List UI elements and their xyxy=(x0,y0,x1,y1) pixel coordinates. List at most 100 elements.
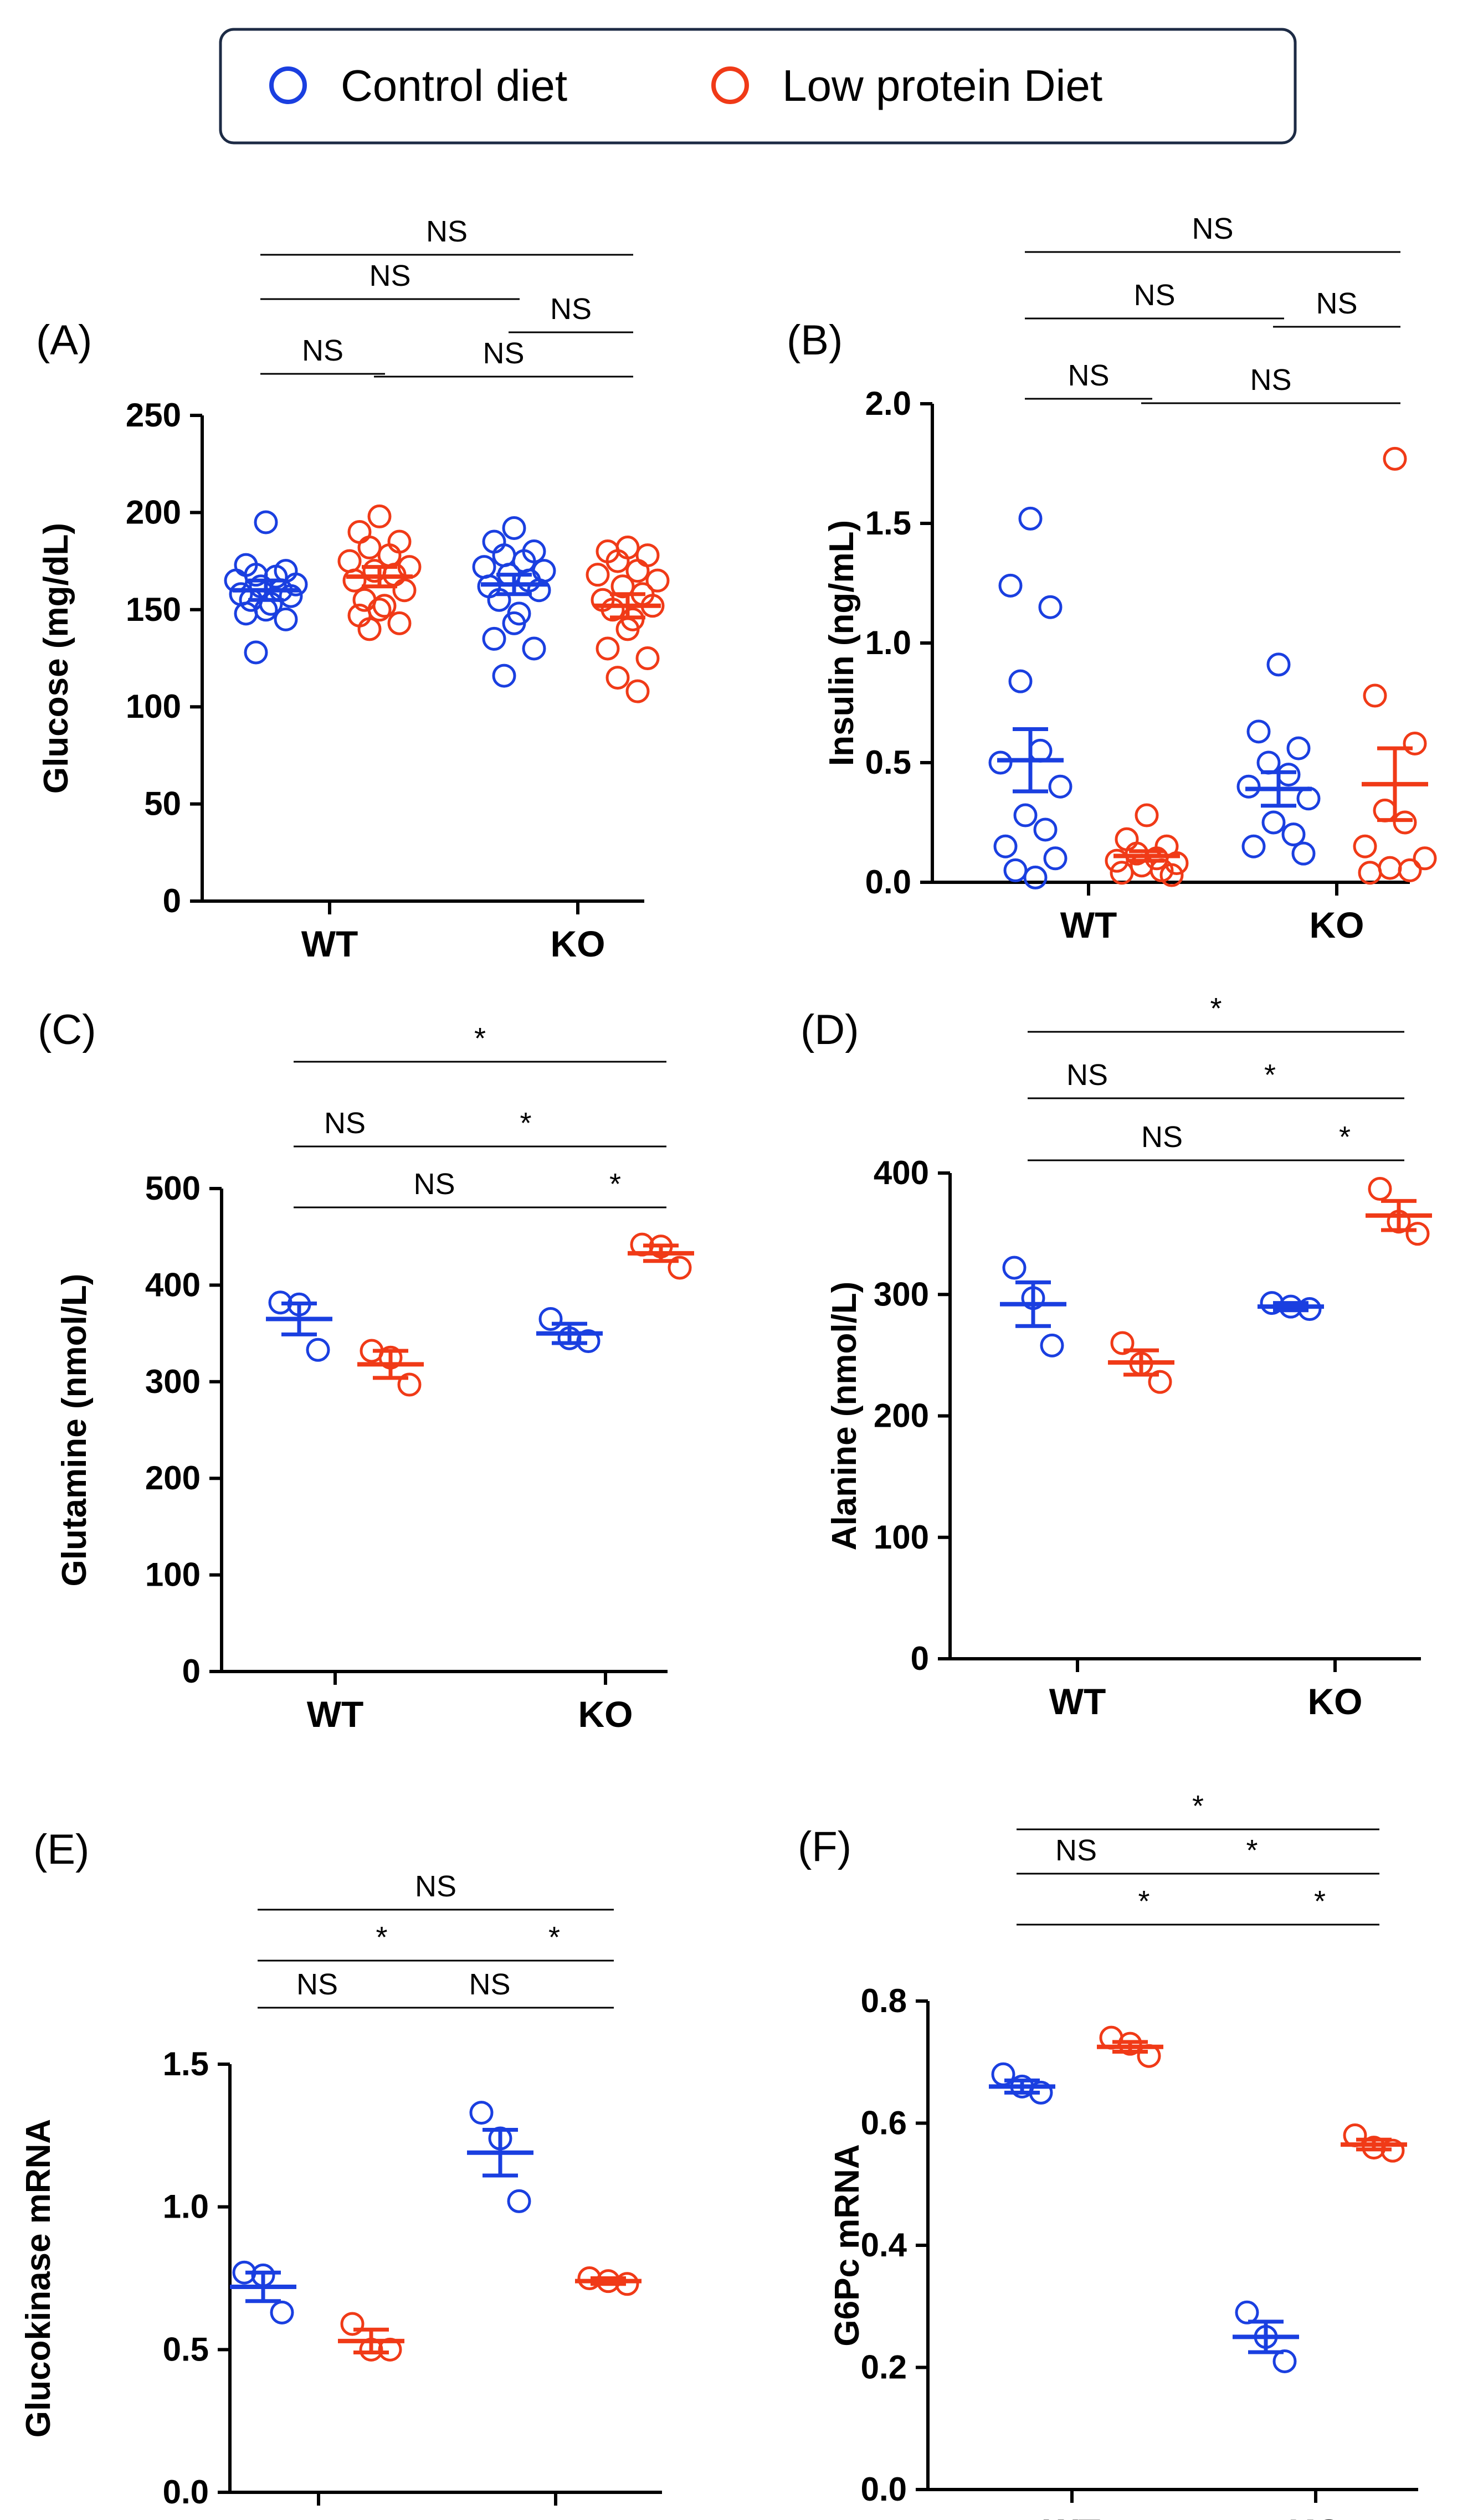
significance-label: NS xyxy=(469,1968,510,2001)
series-KO-control xyxy=(1258,1291,1324,1321)
y-tick-label: 100 xyxy=(874,1519,929,1556)
data-point xyxy=(387,611,412,635)
data-point xyxy=(1363,683,1387,708)
data-point xyxy=(1281,822,1306,847)
series-WT-low-protein xyxy=(357,1339,424,1397)
data-point xyxy=(1378,856,1402,880)
panel-4: (E) 0.0 0.5 1.0 1.5 Glucokinase mRNA WT KO NS * * N… xyxy=(19,1826,662,2520)
data-point xyxy=(347,520,372,544)
legend-marker-low-protein xyxy=(711,66,749,104)
series-KO-control xyxy=(472,516,556,688)
data-point xyxy=(610,574,635,599)
data-point xyxy=(279,584,303,608)
y-axis-title: Glucokinase mRNA xyxy=(19,2119,58,2437)
y-tick-label: 1.0 xyxy=(865,624,911,661)
significance-label: NS xyxy=(1133,279,1175,312)
data-point xyxy=(1008,669,1033,693)
series-KO-low-protein xyxy=(628,1232,694,1280)
y-tick-label: 0 xyxy=(182,1653,201,1690)
y-tick-label: 400 xyxy=(874,1154,929,1191)
data-point xyxy=(284,572,308,596)
y-tick-label: 0.0 xyxy=(163,2473,209,2511)
y-tick-label: 200 xyxy=(145,1459,201,1496)
series-KO-low-protein xyxy=(575,2266,642,2296)
data-point xyxy=(259,592,283,616)
y-tick-label: 300 xyxy=(145,1363,201,1400)
data-point xyxy=(492,664,516,688)
panel-label: (D) xyxy=(800,1006,859,1053)
y-tick-label: 0.5 xyxy=(865,744,911,781)
significance-label: NS xyxy=(1192,212,1233,245)
series-KO-low-protein xyxy=(1341,2123,1407,2163)
series-KO-control xyxy=(1236,652,1321,866)
y-tick-label: 50 xyxy=(144,785,181,822)
data-point xyxy=(472,555,496,579)
significance-label: NS xyxy=(550,292,592,326)
data-point xyxy=(224,568,248,593)
significance-label: NS xyxy=(413,1168,455,1201)
data-point xyxy=(668,1256,692,1280)
y-tick-label: 0.2 xyxy=(861,2349,907,2386)
series-KO-control xyxy=(1233,2300,1299,2373)
data-point xyxy=(635,543,660,568)
data-point xyxy=(1105,848,1129,873)
data-point xyxy=(1038,595,1063,619)
series-WT-low-protein xyxy=(1105,803,1189,887)
data-point xyxy=(625,559,650,583)
significance-label: * xyxy=(548,1921,560,1954)
data-point xyxy=(372,594,397,618)
data-point xyxy=(1368,1177,1392,1201)
data-point xyxy=(1048,774,1072,799)
y-tick-label: 0.4 xyxy=(861,2226,907,2264)
data-point xyxy=(254,510,278,534)
significance-label: * xyxy=(520,1107,531,1140)
x-category-label: KO xyxy=(1289,2512,1343,2520)
data-point xyxy=(625,679,650,703)
panel-3: (D) 0 100 200 300 400 Alanine (nmol/L) WT KO * NS *… xyxy=(800,992,1432,1722)
significance-label: NS xyxy=(324,1107,366,1140)
significance-label: NS xyxy=(302,334,343,367)
data-point xyxy=(1040,1333,1064,1357)
significance-label: * xyxy=(609,1168,621,1201)
data-point xyxy=(1043,846,1068,871)
series-WT-low-protein xyxy=(1108,1331,1174,1394)
data-point xyxy=(482,626,506,651)
panel-label: (F) xyxy=(798,1823,851,1870)
data-point xyxy=(532,559,556,583)
series-KO-low-protein xyxy=(1366,1177,1432,1246)
series-KO-control xyxy=(536,1307,603,1354)
data-point xyxy=(270,2300,294,2324)
data-point xyxy=(357,536,382,560)
data-point xyxy=(1246,719,1271,744)
x-category-label: KO xyxy=(528,2514,583,2520)
data-point xyxy=(538,1307,563,1331)
series-KO-control xyxy=(467,2101,533,2213)
data-point xyxy=(1003,858,1028,882)
panel-1: (B) 0.0 0.5 1.0 1.5 2.0 Insulin (ng/mL) WT KO NS N… xyxy=(787,212,1437,945)
y-tick-label: 0.6 xyxy=(861,2105,907,2142)
y-tick-label: 100 xyxy=(126,688,181,725)
data-point xyxy=(1266,652,1291,677)
panel-0: (A) 0 50 100 150 200 250 Glucose (mg/dL) WT KO NS N… xyxy=(36,215,670,964)
data-point xyxy=(340,2312,365,2336)
data-point xyxy=(244,640,268,665)
data-point xyxy=(1291,841,1316,866)
series-WT-control xyxy=(230,2260,296,2324)
significance-label: * xyxy=(474,1022,486,1055)
data-point xyxy=(342,568,367,593)
data-point xyxy=(1403,731,1427,755)
data-point xyxy=(1135,803,1159,827)
significance-label: * xyxy=(1192,1789,1204,1823)
data-point xyxy=(367,598,392,622)
significance-label: NS xyxy=(296,1968,338,2001)
data-point xyxy=(635,646,660,670)
y-tick-label: 0 xyxy=(911,1640,929,1677)
data-point xyxy=(1353,834,1377,858)
series-WT-control xyxy=(224,510,308,665)
significance-label: * xyxy=(1264,1058,1276,1092)
data-point xyxy=(1393,810,1417,835)
significance-label: * xyxy=(1246,1834,1258,1867)
chart-panels: (A) 0 50 100 150 200 250 Glucose (mg/dL) WT KO NS N… xyxy=(19,212,1437,2520)
significance-label: * xyxy=(1138,1885,1149,1918)
y-tick-label: 0 xyxy=(163,882,181,919)
